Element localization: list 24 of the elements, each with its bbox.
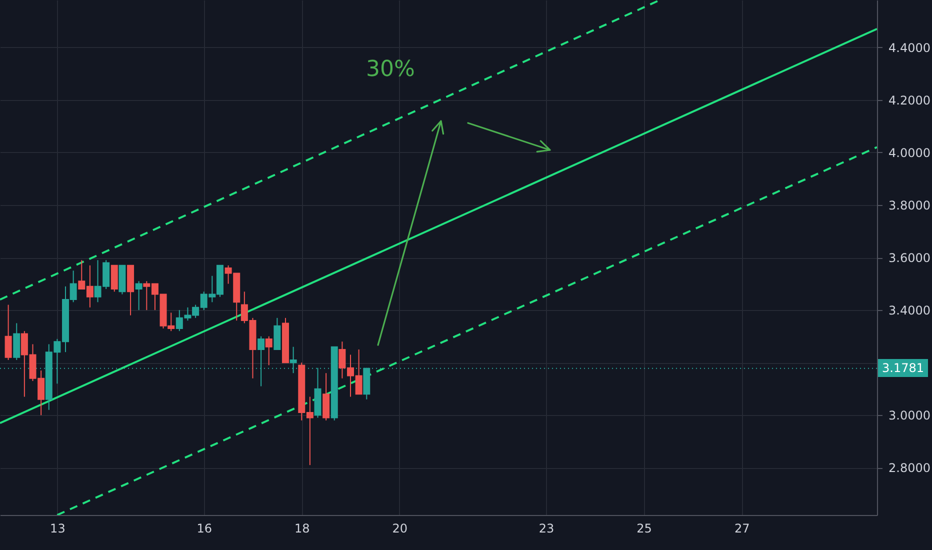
y-tick-label: 3.8000 xyxy=(888,198,930,212)
x-tick-label: 18 xyxy=(294,522,310,536)
y-tick-label: 4.2000 xyxy=(888,93,930,108)
y-tick-label: 3.4000 xyxy=(888,304,930,318)
candlestick xyxy=(322,372,330,421)
x-tick-label: 13 xyxy=(50,522,66,536)
candlestick xyxy=(135,280,142,311)
x-tick-label: 27 xyxy=(734,522,750,536)
candlestick xyxy=(110,264,118,292)
ref-line-label: 3.1781 xyxy=(878,359,928,378)
candlestick xyxy=(4,304,12,360)
x-tick-label: 23 xyxy=(538,522,554,536)
x-tick-label: 16 xyxy=(196,522,212,536)
x-tick-label: 25 xyxy=(636,522,652,536)
y-tick-label: 3.6000 xyxy=(888,251,930,265)
y-tick-label: 2.8000 xyxy=(888,461,930,476)
candlestick xyxy=(274,317,281,350)
candlestick xyxy=(13,322,20,360)
y-tick-label: 3.0000 xyxy=(888,408,930,423)
annotation: 30% xyxy=(366,57,415,82)
y-tick-label: 4.4000 xyxy=(888,40,930,55)
y-tick-label: 4.0000 xyxy=(888,146,930,160)
x-tick-label: 20 xyxy=(392,522,408,536)
candlestick xyxy=(265,336,272,366)
